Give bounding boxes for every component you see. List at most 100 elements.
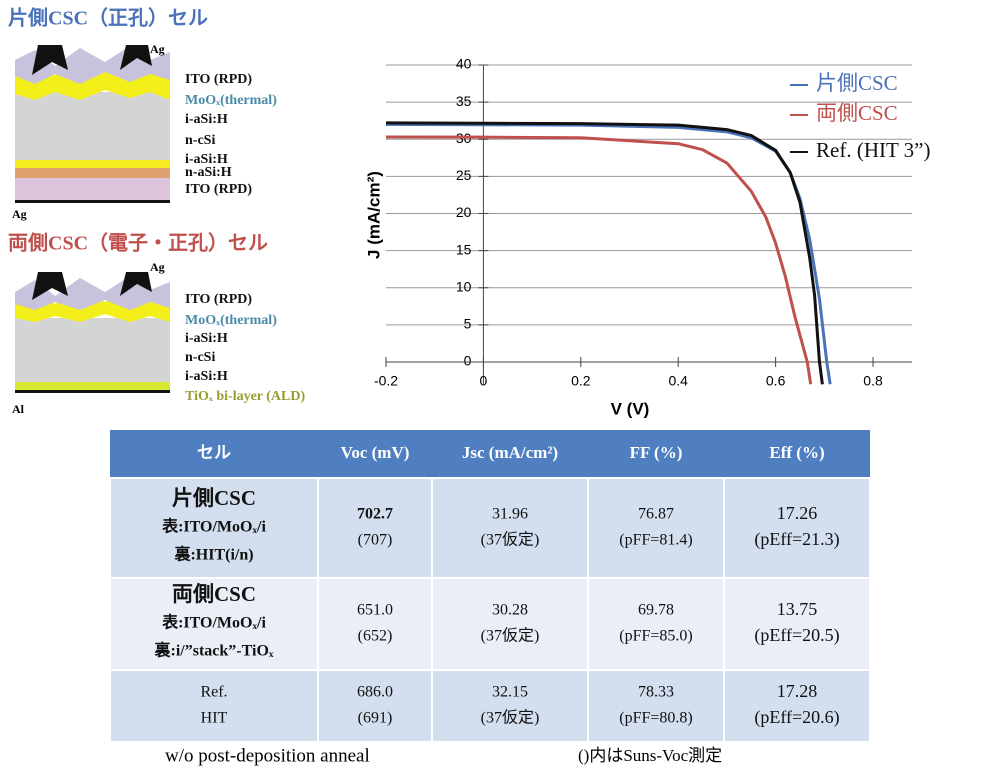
cell-text: 17.26 <box>777 503 818 523</box>
y-tick-label: 40 <box>456 56 472 72</box>
layer-label: ITO (RPD) <box>185 182 252 197</box>
layer-label: n-cSi <box>185 350 215 365</box>
table-note: w/o post-deposition anneal <box>165 745 370 766</box>
table-cell <box>587 477 725 579</box>
x-tick-label: 0.4 <box>668 373 688 389</box>
x-tick-label: 0.2 <box>571 373 591 389</box>
cell-text: 78.33 <box>638 684 674 701</box>
series-line <box>385 121 824 385</box>
table-cell <box>317 669 433 743</box>
electrode-label: Al <box>12 402 25 416</box>
table-header-bg <box>110 430 870 478</box>
table-cell <box>109 577 319 671</box>
y-tick-label: 0 <box>464 353 472 369</box>
column-header: Eff (%) <box>769 443 824 462</box>
table-cell <box>431 477 589 579</box>
cell-text: 表:ITO/MoOₓ/i <box>161 613 266 632</box>
cell-text: (pEff=20.6) <box>754 707 839 728</box>
cell-text: (pEff=20.5) <box>754 625 839 646</box>
table-cell <box>723 577 871 671</box>
table-cell <box>109 477 319 579</box>
layer-label: n-aSi:H <box>185 165 232 180</box>
table-cell <box>317 577 433 671</box>
cell-text: (pEff=21.3) <box>754 529 839 550</box>
legend-label: 両側CSC <box>816 101 898 125</box>
y-tick-label: 15 <box>456 241 472 257</box>
y-tick-label: 35 <box>456 93 472 109</box>
electrode-label: Ag <box>150 42 165 56</box>
cell-text: (652) <box>358 628 393 645</box>
diagram-title: 片側CSC（正孔）セル <box>8 7 208 30</box>
cell-text: HIT <box>201 710 228 727</box>
table-cell <box>109 669 319 743</box>
cell-text: 片側CSC <box>172 486 256 510</box>
y-tick-label: 25 <box>456 167 472 183</box>
cell-text: 32.15 <box>492 684 528 701</box>
electrode-label: Ag <box>150 260 165 274</box>
electrode-label: Ag <box>12 207 27 221</box>
y-tick-label: 5 <box>464 316 472 332</box>
table-cell <box>431 669 589 743</box>
layer-label: i-aSi:H <box>185 369 228 384</box>
x-axis-label: V (V) <box>611 399 650 418</box>
cell-text: 30.28 <box>492 602 528 619</box>
series-line <box>385 122 832 385</box>
x-tick-label: 0.8 <box>863 373 883 389</box>
column-header: Jsc (mA/cm²) <box>462 443 558 462</box>
cell-text: (pFF=80.8) <box>619 710 692 727</box>
cell-text: (37仮定) <box>481 627 540 645</box>
legend-label: Ref. (HIT 3”) <box>816 138 931 162</box>
table-note: ()内はSuns-Voc測定 <box>578 746 722 765</box>
layer-label: ITO (RPD) <box>185 292 252 307</box>
layer-label: i-aSi:H <box>185 152 228 167</box>
layer-label: MoOₓ(thermal) <box>185 93 277 108</box>
diagram-title: 両側CSC（電子・正孔）セル <box>8 232 268 255</box>
column-header: セル <box>197 443 231 462</box>
table-cell <box>587 669 725 743</box>
cell-text: 702.7 <box>357 506 393 523</box>
layer-label: i-aSi:H <box>185 331 228 346</box>
cell-text: 76.87 <box>638 506 674 523</box>
cell-text: (37仮定) <box>481 709 540 727</box>
cell-text: 表:ITO/MoOₓ/i <box>161 517 266 536</box>
cell-text: 両側CSC <box>172 582 256 606</box>
layer-label: i-aSi:H <box>185 112 228 127</box>
layer-label: MoOₓ(thermal) <box>185 313 277 328</box>
cell-text: (707) <box>358 532 393 549</box>
y-axis-label: J (mA/cm²) <box>364 171 383 259</box>
column-header: Voc (mV) <box>341 443 410 462</box>
y-tick-label: 10 <box>456 278 472 294</box>
column-header: FF (%) <box>630 443 683 462</box>
diagram-labels: 片側CSC（正孔）セル Ag Ag ITO (RPD) MoOₓ(thermal) i-a… <box>8 7 305 416</box>
table-cell <box>317 477 433 579</box>
cell-text: Ref. <box>200 684 227 701</box>
table-cell <box>723 477 871 579</box>
series-line <box>385 135 813 385</box>
cell-text: 686.0 <box>357 684 393 701</box>
layer-label: ITO (RPD) <box>185 72 252 87</box>
table-cell <box>431 577 589 671</box>
cell-stack-2 <box>15 272 170 393</box>
y-tick-label: 20 <box>456 204 472 220</box>
cell-text: (37仮定) <box>481 531 540 549</box>
legend-label: 片側CSC <box>816 71 898 95</box>
x-tick-label: 0 <box>480 373 488 389</box>
layer-label: n-cSi <box>185 133 215 148</box>
cell-text: 651.0 <box>357 602 393 619</box>
x-tick-label: -0.2 <box>374 373 398 389</box>
cell-text: 69.78 <box>638 602 674 619</box>
cell-text: 17.28 <box>777 681 818 701</box>
cell-text: 31.96 <box>492 506 528 523</box>
table-cell <box>587 577 725 671</box>
cell-text: 13.75 <box>777 599 818 619</box>
cell-stack-1 <box>15 45 170 203</box>
cell-text: 裏:HIT(i/n) <box>173 545 253 564</box>
table-cell <box>723 669 871 743</box>
cell-text: (pFF=85.0) <box>619 628 692 645</box>
cell-text: 裏:i/”stack”-TiOₓ <box>154 641 274 660</box>
cell-text: (691) <box>358 710 393 727</box>
layer-label: TiOₓ bi-layer (ALD) <box>185 389 305 404</box>
table: セル Voc (mV) Jsc (mA/cm²) FF (%) Eff (%) 片側CSC… <box>109 430 871 766</box>
